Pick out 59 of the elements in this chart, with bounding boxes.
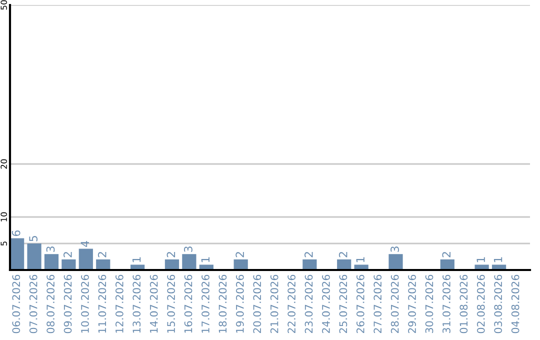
x-tick-label: 04.08.2026 [511, 274, 520, 334]
bar [62, 259, 76, 270]
x-tick-label: 30.07.2026 [425, 274, 434, 334]
x-tick-label: 31.07.2026 [442, 274, 450, 334]
bar [182, 254, 196, 270]
x-tick-label: 18.07.2026 [218, 274, 227, 333]
y-tick-label: 20 [0, 159, 7, 169]
x-tick-label: 23.07.2026 [304, 274, 313, 334]
x-tick-label: 03.08.2026 [494, 274, 502, 334]
x-tick-label: 11.07.2026 [98, 274, 106, 333]
x-tick-label: 26.07.2026 [356, 274, 364, 334]
x-tick-label: 16.07.2026 [184, 274, 192, 333]
y-tick-label: 5 [0, 242, 7, 246]
data-label: 2 [304, 252, 313, 258]
data-label: 4 [80, 240, 89, 247]
x-tick-label: 15.07.2026 [167, 274, 175, 333]
y-tick-label: 50 [0, 0, 7, 10]
data-label: 3 [390, 246, 399, 252]
data-label: 2 [98, 252, 106, 258]
x-tick-label: 20.07.2026 [253, 274, 262, 334]
y-tick-label: 10 [0, 212, 7, 222]
x-tick-label: 25.07.2026 [339, 274, 348, 334]
data-label: 1 [201, 257, 210, 262]
bar [388, 254, 403, 270]
bar [10, 238, 24, 270]
bar [78, 248, 93, 270]
data-label: 6 [12, 230, 20, 236]
bar [44, 254, 59, 270]
x-tick-label: 08.07.2026 [46, 274, 55, 334]
data-label: 2 [442, 252, 450, 258]
bar [27, 244, 42, 270]
data-label: 2 [236, 252, 244, 258]
x-tick-label: 17.07.2026 [202, 274, 210, 333]
data-label: 5 [29, 236, 38, 242]
data-label: 1 [356, 257, 364, 262]
data-label: 2 [166, 252, 176, 258]
x-tick-label: 21.07.2026 [270, 274, 278, 334]
x-tick-label: 10.07.2026 [81, 274, 89, 333]
x-tick-label: 12.07.2026 [115, 274, 124, 333]
data-label: 2 [64, 252, 72, 258]
x-tick-label: 07.07.2026 [29, 274, 38, 334]
data-label: 1 [494, 257, 502, 262]
x-tick-label: 19.07.2026 [236, 274, 244, 333]
x-tick-label: 01.08.2026 [460, 274, 468, 334]
x-tick-label: 27.07.2026 [374, 274, 382, 334]
x-tick-label: 14.07.2026 [150, 274, 158, 333]
data-label: 3 [46, 246, 55, 252]
data-label: 1 [132, 257, 141, 262]
x-tick-label: 29.07.2026 [408, 274, 416, 334]
x-tick-label: 22.07.2026 [288, 274, 296, 334]
x-tick-label: 13.07.2026 [132, 274, 141, 333]
x-tick-label: 06.07.2026 [12, 274, 20, 334]
data-label: 2 [338, 252, 348, 258]
x-tick-label: 24.07.2026 [322, 274, 330, 334]
x-tick-label: 09.07.2026 [64, 274, 72, 334]
x-tick-label: 28.07.2026 [390, 274, 399, 334]
x-tick-label: 02.08.2026 [476, 274, 485, 334]
data-label: 1 [476, 257, 485, 262]
data-label: 3 [184, 246, 192, 252]
